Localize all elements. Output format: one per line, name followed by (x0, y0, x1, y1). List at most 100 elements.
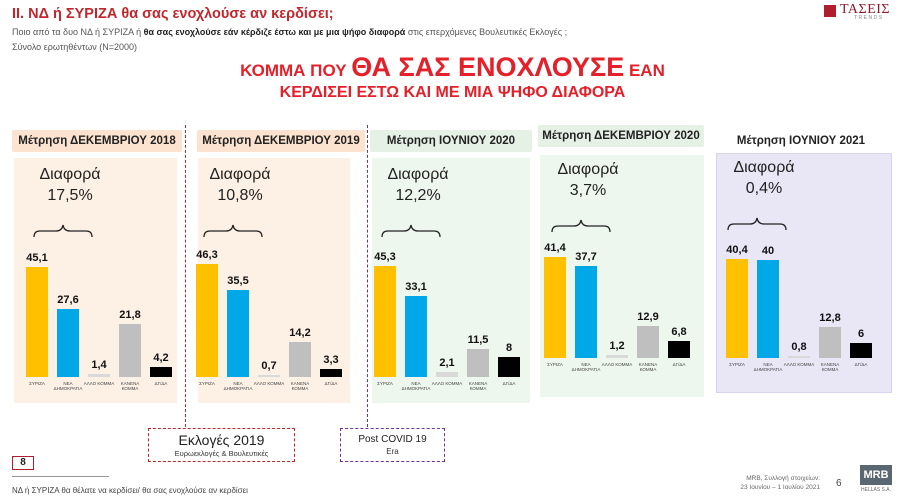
difference-value: 12,2% (395, 187, 441, 204)
bar-value-label: 14,2 (289, 327, 311, 340)
bar-value-label: 45,1 (26, 251, 48, 264)
brace-icon (381, 224, 441, 238)
chart-title: Μέτρηση ΙΟΥΝΙΟΥ 2021 (711, 130, 891, 152)
category-label: ΚΑΝΕΝΑ ΚΟΜΜΑ (290, 381, 310, 391)
chart-panel (198, 158, 350, 403)
difference-value: 3,7% (569, 182, 607, 199)
covid-subtitle: Era (386, 447, 399, 456)
category-label: ΔΓ/ΔΑ (502, 381, 516, 386)
bar-value-label: 40 (761, 245, 775, 257)
category-label: ΑΛΛΟ ΚΟΜΜΑ (253, 381, 285, 386)
bar-1 (575, 265, 597, 358)
category-label: ΑΛΛΟ ΚΟΜΜΑ (83, 381, 115, 386)
chart-title: Μέτρηση ΙΟΥΝΙΟΥ 2020 (370, 130, 532, 152)
bar-3 (119, 323, 141, 377)
logo-name: ΤΑΣΕΙΣ (840, 2, 891, 17)
bar-4 (150, 366, 172, 377)
category-label: ΚΑΝΕΝΑ ΚΟΜΜΑ (820, 362, 840, 372)
category-label: ΚΑΝΕΝΑ ΚΟΜΜΑ (120, 381, 140, 391)
chart-title: Μέτρηση ΔΕΚΕΜΒΡΙΟΥ 2020 (538, 125, 704, 147)
category-label: ΣΥΡΙΖΑ (199, 381, 215, 386)
bar-value-label: 6,8 (671, 326, 687, 339)
bar-3 (819, 326, 841, 358)
headline-emphasis: ΘΑ ΣΑΣ ΕΝΟΧΛΟΥΣΕ (351, 52, 625, 82)
page-title: ΙΙ. ΝΔ ή ΣΥΡΙΖΑ θα σας ενοχλούσε αν κερδ… (12, 6, 334, 22)
elections-box: Εκλογές 2019 Ευρωεκλογές & Βουλευτικές (148, 428, 295, 462)
bar-value-label: 27,6 (57, 294, 79, 307)
difference-value: 10,8% (217, 187, 263, 204)
category-label: ΣΥΡΙΖΑ (377, 381, 393, 386)
logo-subtitle: TRENDS (854, 15, 884, 21)
bar-value-label: 12,9 (637, 311, 659, 324)
mrb-logo-subtitle: HELLAS S.A. (860, 487, 891, 493)
bar-2 (606, 355, 628, 358)
category-label: ΚΑΝΕΝΑ ΚΟΜΜΑ (468, 381, 488, 391)
chart-title: Μέτρηση ΔΕΚΕΜΒΡΙΟΥ 2018 (12, 130, 182, 152)
headline-line-1: ΚΟΜΜΑ ΠΟΥ ΘΑ ΣΑΣ ΕΝΟΧΛΟΥΣΕ ΕΑΝ (0, 52, 905, 83)
category-label: ΝΕΑ ΔΗΜΟΚΡΑΤΙΑ (753, 362, 783, 372)
bar-3 (467, 348, 489, 377)
headline-part-2: ΕΑΝ (624, 61, 665, 80)
bar-value-label: 41,4 (544, 241, 566, 254)
bar-value-label: 35,5 (227, 275, 249, 288)
source-note: MRB, Συλλογή στοιχείων: 23 Ιουνίου – 1 Ι… (700, 474, 820, 492)
question-part-2: στις επερχόμενες Βουλευτικές Εκλογές ; (405, 27, 568, 37)
bar-value-label: 33,1 (405, 280, 427, 293)
bar-value-label: 46,3 (196, 248, 218, 261)
logo-mark-icon (824, 5, 836, 17)
headline-part-1: ΚΟΜΜΑ ΠΟΥ (240, 61, 352, 80)
bar-0 (726, 259, 748, 358)
bar-2 (436, 371, 458, 377)
bar-1 (227, 290, 249, 377)
footer-note: ΝΔ ή ΣΥΡΙΖΑ θα θέλατε να κερδίσει/ θα σα… (12, 486, 248, 495)
taseis-logo: ΤΑΣΕΙΣ TRENDS (818, 2, 902, 22)
category-label: ΝΕΑ ΔΗΜΟΚΡΑΤΙΑ (53, 381, 83, 391)
source-line-2: 23 Ιουνίου – 1 Ιουλίου 2021 (740, 484, 820, 491)
bar-1 (405, 295, 427, 377)
headline-line-2: ΚΕΡΔΙΣΕΙ ΕΣΤΩ ΚΑΙ ΜΕ ΜΙΑ ΨΗΦΟ ΔΙΑΦΟΡΑ (279, 84, 626, 101)
bar-0 (374, 266, 396, 377)
bar-value-label: 1,4 (91, 358, 107, 371)
difference-value: 17,5% (47, 187, 93, 204)
elections-subtitle: Ευρωεκλογές & Βουλευτικές (174, 449, 269, 458)
category-label: ΑΛΛΟ ΚΟΜΜΑ (601, 362, 633, 367)
bar-value-label: 6 (857, 328, 865, 341)
bar-4 (498, 357, 520, 377)
bar-value-label: 4,2 (153, 351, 169, 364)
bar-3 (637, 326, 659, 358)
category-label: ΔΓ/ΔΑ (672, 362, 686, 367)
bar-value-label: 8 (505, 342, 513, 355)
brace-icon (551, 219, 611, 233)
category-label: ΔΓ/ΔΑ (854, 362, 868, 367)
bar-value-label: 21,8 (119, 308, 141, 321)
bar-value-label: 11,5 (467, 333, 489, 346)
bar-value-label: 37,7 (575, 250, 597, 263)
question-part-1: Ποιο από τα δυο ΝΔ ή ΣΥΡΙΖΑ ή (12, 27, 144, 37)
elections-title: Εκλογές 2019 (178, 432, 265, 448)
bar-2 (88, 373, 110, 377)
bar-1 (57, 309, 79, 377)
brace-icon (33, 224, 93, 238)
category-label: ΝΕΑ ΔΗΜΟΚΡΑΤΙΑ (571, 362, 601, 372)
bar-value-label: 12,8 (819, 311, 841, 324)
difference-label: Διαφορά (209, 166, 271, 183)
bar-value-label: 45,3 (374, 251, 396, 263)
bar-0 (544, 256, 566, 358)
difference-label: Διαφορά (557, 161, 619, 178)
category-label: ΝΕΑ ΔΗΜΟΚΡΑΤΙΑ (401, 381, 431, 391)
bar-0 (26, 266, 48, 377)
category-label: ΣΥΡΙΖΑ (547, 362, 563, 367)
category-label: ΝΕΑ ΔΗΜΟΚΡΑΤΙΑ (223, 381, 253, 391)
difference-label: Διαφορά (733, 159, 795, 176)
bar-value-label: 0,8 (791, 341, 807, 354)
sample-size: Σύνολο ερωτηθέντων (N=2000) (12, 42, 138, 52)
bar-value-label: 40,4 (726, 244, 748, 257)
category-label: ΔΓ/ΔΑ (154, 381, 168, 386)
category-label: ΣΥΡΙΖΑ (29, 381, 45, 386)
difference-label: Διαφορά (39, 166, 101, 183)
category-label: ΚΑΝΕΝΑ ΚΟΜΜΑ (638, 362, 658, 372)
slide-number-box: 8 (12, 456, 34, 470)
brace-icon (203, 224, 263, 238)
question-text: Ποιο από τα δυο ΝΔ ή ΣΥΡΙΖΑ ή θα σας ενο… (12, 27, 567, 37)
bar-value-label: 2,1 (439, 356, 455, 369)
